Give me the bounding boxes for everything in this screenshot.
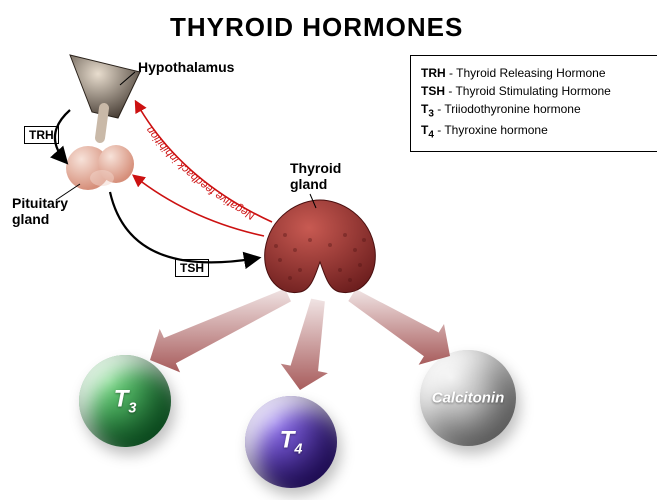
sphere-t3: T3 [79,355,171,447]
output-arrows [150,289,450,390]
label-thyroid: Thyroidgland [290,160,341,192]
sphere-calcitonin: Calcitonin [420,350,516,446]
sphere-calcitonin-label: Calcitonin [432,390,505,407]
arrow-feedback-hypo [136,102,272,222]
legend-row: T3 - Triiodothyronine hormone [421,100,649,121]
arrow-tsh [110,192,258,262]
label-feedback: Negative feedback inhibition [144,124,257,222]
legend-row: T4 - Thyroxine hormone [421,121,649,142]
sphere-t4-label: T4 [280,427,303,458]
tag-tsh: TSH [175,259,209,277]
output-arrow [150,289,291,373]
legend-row: TRH - Thyroid Releasing Hormone [421,64,649,82]
legend-row: TSH - Thyroid Stimulating Hormone [421,82,649,100]
tag-trh: TRH [24,126,59,144]
page-title: THYROID HORMONES [170,12,463,43]
hypothalamus-icon [70,55,140,138]
output-arrow [348,289,450,365]
legend-box: TRH - Thyroid Releasing HormoneTSH - Thy… [410,55,657,152]
output-arrow [281,299,328,390]
arrow-feedback-pituitary [134,176,264,236]
sphere-t3-label: T3 [114,386,137,417]
thyroid-icon [265,200,376,293]
label-pituitary: Pituitarygland [12,195,68,227]
leader-thyroid [310,194,316,208]
pituitary-icon [66,145,134,190]
sphere-t4: T4 [245,396,337,488]
label-hypothalamus: Hypothalamus [138,59,234,75]
leader-hypothalamus [120,72,135,85]
